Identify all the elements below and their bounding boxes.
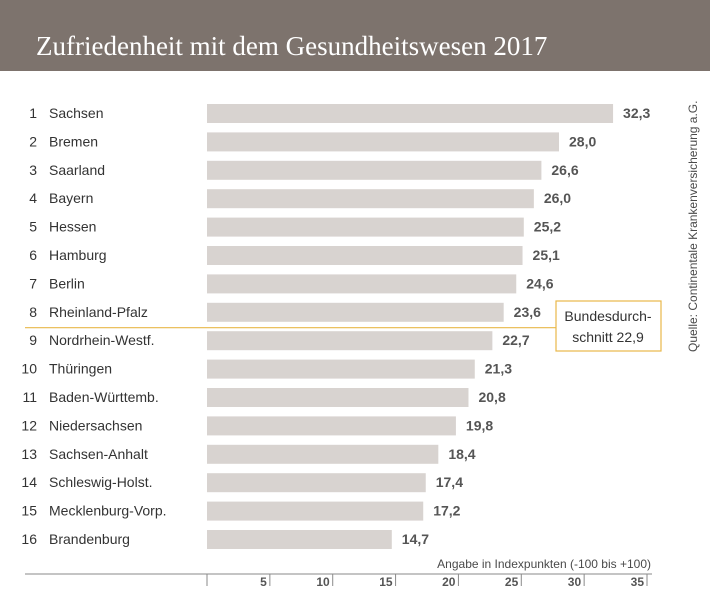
- x-axis-label: Angabe in Indexpunkten (-100 bis +100): [437, 557, 651, 571]
- average-label: schnitt 22,9: [572, 329, 644, 345]
- rank-label: 4: [29, 190, 37, 206]
- category-label: Rheinland-Pfalz: [49, 304, 148, 320]
- rank-label: 16: [21, 531, 37, 547]
- category-label: Baden-Württemb.: [49, 389, 159, 405]
- rank-label: 11: [22, 389, 37, 405]
- bar: [207, 189, 534, 209]
- rank-label: 13: [21, 446, 37, 462]
- x-tick-label: 10: [316, 575, 330, 589]
- category-label: Schleswig-Holst.: [49, 474, 152, 490]
- value-label: 32,3: [623, 105, 650, 121]
- rank-label: 2: [29, 133, 37, 149]
- rank-label: 12: [21, 417, 37, 433]
- value-label: 24,6: [526, 275, 553, 291]
- value-label: 26,6: [551, 162, 578, 178]
- category-label: Hessen: [49, 219, 96, 235]
- x-tick-label: 30: [568, 575, 582, 589]
- value-label: 25,1: [533, 247, 560, 263]
- average-box: [555, 300, 662, 352]
- category-label: Bayern: [49, 190, 93, 206]
- bar: [207, 359, 475, 379]
- value-label: 28,0: [569, 133, 596, 149]
- bar: [207, 331, 493, 351]
- value-label: 17,4: [436, 474, 463, 490]
- rank-label: 10: [21, 361, 37, 377]
- category-label: Nordrhein-Westf.: [49, 332, 155, 348]
- value-label: 26,0: [544, 190, 571, 206]
- category-label: Thüringen: [49, 361, 112, 377]
- category-label: Berlin: [49, 275, 85, 291]
- value-label: 21,3: [485, 361, 512, 377]
- rank-label: 6: [29, 247, 37, 263]
- value-label: 25,2: [534, 219, 561, 235]
- value-label: 19,8: [466, 417, 493, 433]
- bar: [207, 302, 504, 322]
- bar: [207, 530, 392, 549]
- rank-label: 3: [29, 162, 37, 178]
- bar: [207, 160, 542, 180]
- x-tick-label: 35: [631, 575, 645, 589]
- x-tick-label: 15: [379, 575, 393, 589]
- bar: [207, 388, 469, 407]
- value-label: 23,6: [514, 304, 541, 320]
- value-label: 18,4: [448, 446, 475, 462]
- rank-label: 7: [29, 275, 37, 291]
- category-label: Hamburg: [49, 247, 107, 263]
- bar: [207, 473, 426, 493]
- rank-label: 14: [21, 474, 37, 490]
- source-note: Quelle: Continentale Krankenversicherung…: [686, 101, 700, 353]
- category-label: Bremen: [49, 133, 98, 149]
- x-tick-label: 5: [260, 575, 267, 589]
- chart-title: Zufriedenheit mit dem Gesundheitswesen 2…: [36, 31, 548, 61]
- rank-label: 8: [29, 304, 37, 320]
- header-banner: Zufriedenheit mit dem Gesundheitswesen 2…: [0, 0, 710, 71]
- category-label: Mecklenburg-Vorp.: [49, 503, 167, 519]
- x-tick-label: 20: [442, 575, 456, 589]
- category-label: Niedersachsen: [49, 417, 142, 433]
- bar: [207, 274, 517, 294]
- rank-label: 1: [29, 105, 37, 121]
- value-label: 22,7: [502, 332, 529, 348]
- average-label: Bundesdurch-: [564, 308, 652, 324]
- bar: [207, 217, 524, 237]
- bar: [207, 416, 456, 436]
- bar: [207, 444, 439, 464]
- bar: [207, 246, 523, 265]
- rank-label: 15: [21, 503, 37, 519]
- category-label: Sachsen-Anhalt: [49, 446, 148, 462]
- bar: [207, 501, 424, 521]
- value-label: 14,7: [402, 531, 429, 547]
- category-label: Sachsen: [49, 105, 103, 121]
- bar: [207, 132, 559, 152]
- value-label: 17,2: [433, 503, 460, 519]
- category-label: Brandenburg: [49, 531, 130, 547]
- rank-label: 5: [29, 219, 37, 235]
- value-label: 20,8: [478, 389, 505, 405]
- category-label: Saarland: [49, 162, 105, 178]
- rank-label: 9: [29, 332, 37, 348]
- x-tick-label: 25: [505, 575, 519, 589]
- bar: [207, 104, 614, 123]
